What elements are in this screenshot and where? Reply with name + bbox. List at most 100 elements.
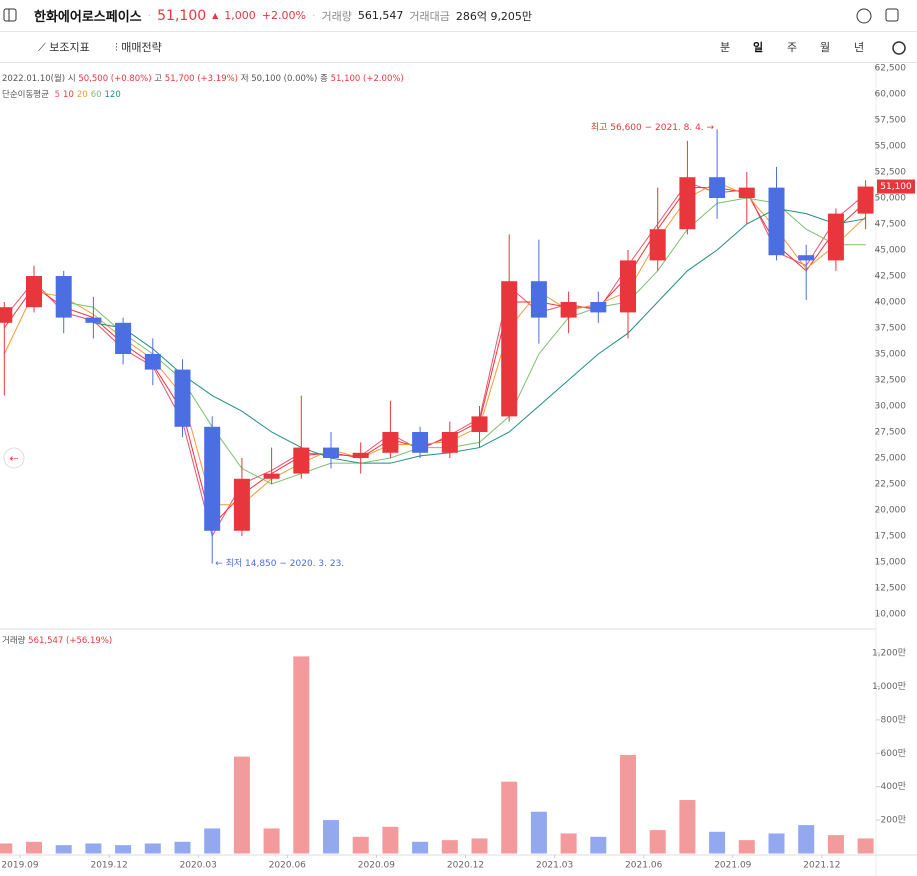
period-day[interactable]: 일 — [753, 41, 764, 54]
indicators-text: 보조지표 — [49, 41, 90, 54]
candle-body — [263, 473, 280, 479]
candle-body — [471, 416, 488, 432]
strategy-text: 매매전략 — [121, 41, 162, 54]
change: 1,000 — [224, 9, 256, 22]
ma-line — [3, 187, 866, 527]
period-week[interactable]: 주 — [787, 41, 798, 54]
y-tick-label: 15,000 — [875, 557, 907, 567]
candle-body — [798, 255, 815, 261]
x-tick-label: 2020.09 — [358, 861, 395, 871]
ma-line — [63, 197, 866, 485]
y-tick-label: 50,000 — [875, 194, 907, 204]
legend-entry: 10 — [63, 90, 74, 100]
volume-bar — [115, 845, 132, 854]
period-min[interactable]: 분 — [720, 41, 731, 54]
volume-bar — [55, 845, 72, 854]
volume-bar — [501, 781, 518, 854]
annotation-high: 최고 56,600 − 2021. 8. 4. → — [591, 122, 715, 133]
volume-bar — [679, 800, 696, 854]
y-tick-label: 800만 — [881, 714, 906, 725]
y-tick-label: 52,500 — [875, 168, 907, 178]
volume-bar — [85, 843, 102, 854]
x-tick-label: 2021.06 — [625, 861, 662, 871]
volume-bar — [263, 828, 280, 854]
settings-icon[interactable] — [892, 41, 906, 55]
ma-legend: 단순이동평균 5 10 20 60 120 — [2, 88, 121, 100]
x-tick-label: 2021.03 — [536, 861, 573, 871]
price: 51,100 — [157, 7, 207, 24]
candle-body — [0, 307, 13, 323]
scroll-button[interactable] — [3, 447, 25, 469]
volume-bar — [857, 838, 874, 854]
x-tick-label: 2019.12 — [90, 861, 127, 871]
low-label: 저 — [240, 74, 249, 84]
volume-bar — [649, 830, 666, 854]
y-tick-label: 60,000 — [875, 90, 907, 100]
candle-body — [85, 317, 102, 323]
volume-label: 거래량 — [321, 9, 352, 23]
candle-body — [293, 447, 310, 474]
volume-bar — [798, 825, 815, 854]
candle-body — [560, 302, 577, 318]
sidebar-icon[interactable] — [3, 8, 17, 22]
close: 51,100 (+2.00%) — [330, 74, 404, 84]
ma-line — [93, 207, 866, 464]
y-tick-label: 200만 — [881, 815, 906, 826]
volume-bar — [709, 831, 726, 854]
volume-bar — [382, 826, 399, 854]
volume-bar — [323, 820, 339, 854]
y-tick-label: 10,000 — [875, 609, 907, 619]
y-tick-label: 57,500 — [875, 116, 907, 126]
candle-body — [709, 177, 726, 199]
candle-body — [679, 177, 696, 230]
volume-bar — [530, 811, 547, 854]
legend-entry: 120 — [104, 90, 121, 100]
panel-icon[interactable] — [885, 8, 899, 22]
candle-body — [26, 276, 42, 308]
volume-bar — [26, 841, 42, 854]
y-tick-label: 62,500 — [875, 64, 907, 74]
candle-body — [233, 478, 250, 531]
volume-bar — [174, 841, 191, 854]
volume-info-value: 561,547 (+56.19%) — [28, 636, 113, 646]
strategy-button[interactable]: ⫶ 매매전략 — [115, 41, 162, 54]
volume-bar — [620, 754, 636, 854]
volume-bar — [412, 841, 429, 854]
price-badge — [877, 179, 915, 194]
volume-bar — [204, 828, 221, 854]
high: 51,700 (+3.19%) — [164, 74, 238, 84]
y-tick-label: 17,500 — [875, 531, 907, 541]
price-badge-label: 51,100 — [880, 182, 912, 192]
x-tick-label: 2021.09 — [714, 861, 751, 871]
volume-bar — [590, 836, 607, 854]
amount-label: 거래대금 — [409, 9, 450, 23]
period-year[interactable]: 년 — [854, 41, 865, 54]
legend-entry: 5 — [54, 90, 61, 100]
volume-info: 거래량 561,547 (+56.19%) — [2, 634, 112, 646]
y-tick-label: 1,200만 — [872, 648, 906, 659]
volume-info-label: 거래량 — [2, 636, 26, 646]
y-tick-label: 42,500 — [875, 272, 907, 282]
y-tick-label: 47,500 — [875, 220, 907, 230]
candle-body — [412, 431, 429, 453]
candle-body — [857, 186, 874, 214]
ma-label: 단순이동평균 — [2, 90, 49, 100]
header: 한화에어로스페이스 · 51,100 ▲ 1,000 +2.00% · 거래량 … — [0, 0, 917, 32]
candle-body — [501, 281, 518, 417]
annotation-low: ← 최저 14,850 − 2020. 3. 23. — [215, 558, 344, 569]
toolbar: ⟋ 보조지표 ⫶ 매매전략 분 일 주 월 년 — [0, 32, 917, 63]
y-tick-label: 1,000만 — [872, 681, 906, 692]
high-label: 고 — [154, 74, 163, 84]
amount: 286억 9,205만 — [455, 9, 533, 23]
indicators-button[interactable]: ⟋ 보조지표 — [38, 41, 90, 54]
y-tick-label: 25,000 — [875, 453, 907, 463]
x-tick-label: 2020.03 — [180, 861, 217, 871]
more-icon[interactable] — [856, 8, 872, 24]
x-tick-label: 2021.12 — [803, 861, 840, 871]
y-tick-label: 45,000 — [875, 246, 907, 256]
candle-body — [768, 187, 785, 256]
period-month[interactable]: 월 — [820, 41, 831, 54]
volume-bar — [293, 656, 310, 854]
